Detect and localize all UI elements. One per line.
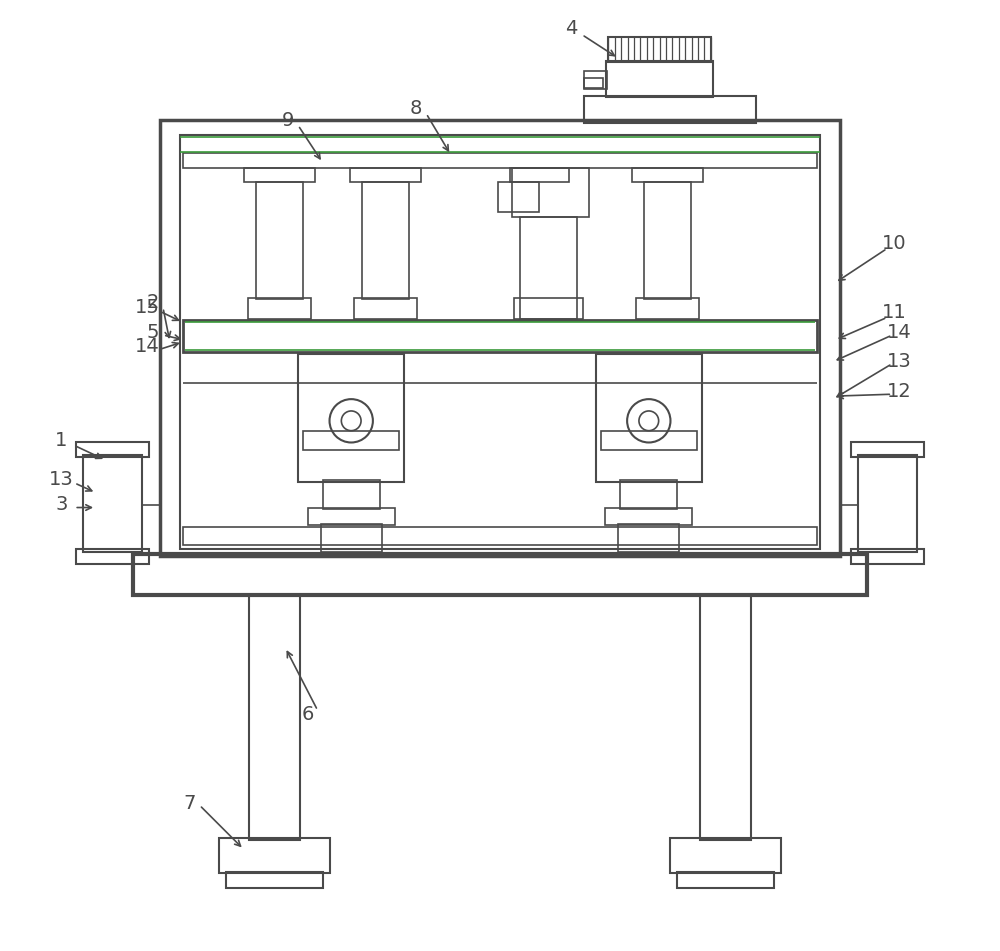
Bar [605, 508, 692, 525]
Bar [76, 442, 149, 457]
Text: 13: 13 [49, 471, 74, 490]
Bar [354, 298, 417, 320]
Bar [677, 872, 774, 888]
Bar [226, 872, 323, 888]
Bar [636, 298, 699, 320]
Bar [180, 135, 820, 549]
Bar [298, 354, 404, 482]
Bar [219, 838, 330, 873]
Bar [244, 167, 315, 183]
Bar [308, 508, 395, 525]
Bar [858, 456, 917, 552]
Bar [632, 167, 703, 183]
Bar [644, 183, 691, 299]
Bar [514, 298, 583, 320]
Bar [700, 595, 751, 840]
Bar [510, 167, 569, 183]
Text: 13: 13 [887, 352, 911, 371]
Bar [350, 167, 421, 183]
Bar [133, 553, 867, 595]
Text: 11: 11 [882, 303, 907, 322]
Text: 14: 14 [135, 338, 160, 357]
Bar [618, 524, 679, 552]
Bar [323, 480, 380, 510]
Text: 6: 6 [302, 705, 314, 724]
Bar [608, 36, 711, 62]
Bar [851, 442, 924, 457]
Bar [321, 524, 382, 552]
Bar [249, 595, 300, 840]
Bar [584, 96, 756, 124]
Bar [248, 298, 311, 320]
Bar [362, 183, 409, 299]
Bar [601, 431, 697, 451]
Bar [606, 61, 713, 97]
Bar [183, 320, 817, 352]
Bar [596, 354, 702, 482]
Bar [183, 527, 817, 545]
Bar [256, 183, 303, 299]
Bar [83, 456, 142, 552]
Bar [160, 120, 840, 555]
Text: 12: 12 [887, 381, 911, 400]
Text: 15: 15 [135, 298, 160, 317]
Bar [620, 480, 677, 510]
Bar [584, 78, 603, 87]
Text: 3: 3 [55, 495, 68, 514]
Text: 10: 10 [882, 234, 906, 253]
Text: 2: 2 [147, 293, 159, 312]
Text: 8: 8 [410, 99, 422, 118]
Bar [303, 431, 399, 451]
Bar [670, 838, 781, 873]
Text: 14: 14 [887, 322, 911, 341]
Text: 7: 7 [183, 794, 196, 813]
Bar [520, 217, 577, 320]
Text: 4: 4 [565, 19, 577, 38]
Text: 5: 5 [147, 322, 159, 341]
Bar [512, 167, 589, 217]
Text: 1: 1 [55, 431, 68, 450]
Bar [498, 183, 539, 212]
Bar [76, 549, 149, 564]
Bar [584, 71, 607, 88]
Bar [183, 153, 817, 167]
Text: 9: 9 [282, 110, 294, 129]
Bar [851, 549, 924, 564]
